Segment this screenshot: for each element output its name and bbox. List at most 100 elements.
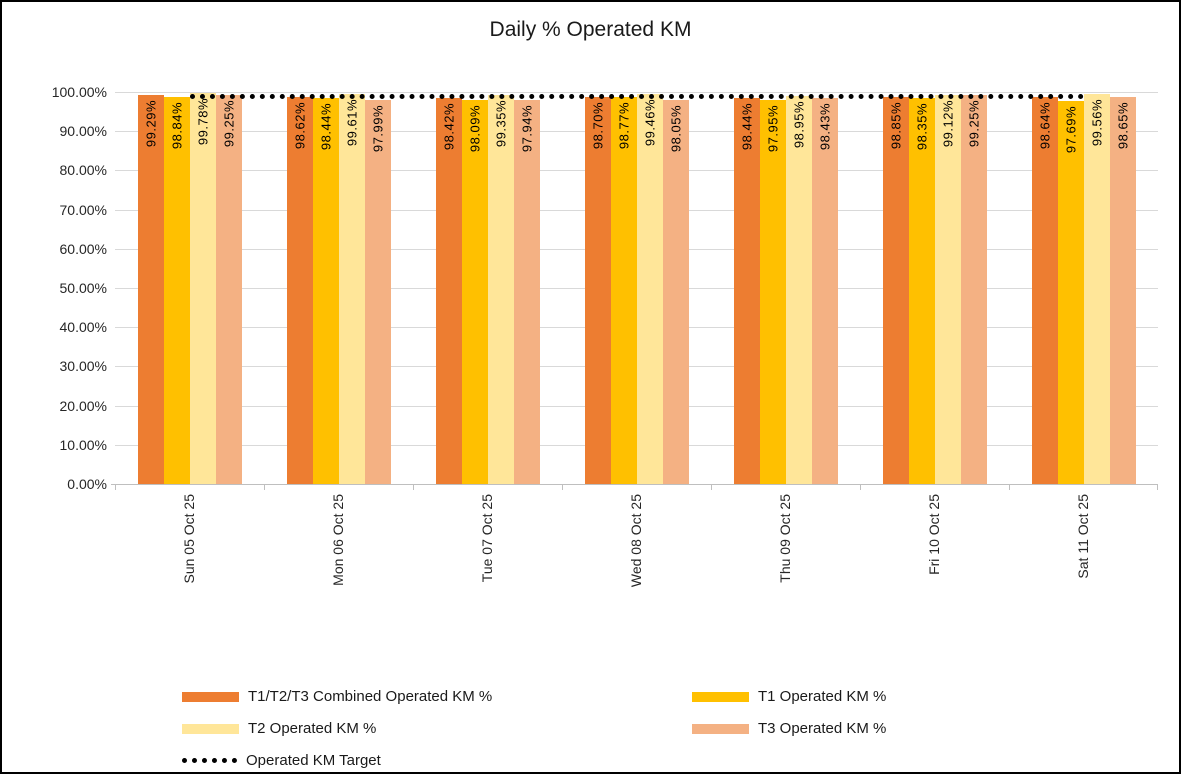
bar-data-label: 98.44% — [739, 103, 754, 151]
bar-data-label: 97.94% — [519, 105, 534, 153]
bar-data-label: 98.64% — [1037, 102, 1052, 150]
bar-cluster: 99.29% 98.84% 99.78% 99.25% — [115, 92, 264, 484]
legend-swatch — [692, 691, 749, 702]
y-axis-label: 80.00% — [59, 162, 107, 179]
legend-label: T3 Operated KM % — [758, 720, 887, 737]
bar-data-label: 97.95% — [765, 105, 780, 153]
bar-data-label: 99.61% — [344, 98, 359, 146]
bar-series-2: 98.09% — [461, 99, 488, 484]
bar-data-label: 99.25% — [221, 99, 236, 148]
bar-cluster: 98.62% 98.44% 99.61% 97.99% — [264, 92, 413, 484]
legend-item: T3 Operated KM % — [692, 720, 886, 737]
bar-data-label: 99.46% — [642, 99, 657, 147]
bar-series-3: 99.78% — [189, 92, 216, 484]
bar-data-label: 99.35% — [493, 99, 508, 147]
bar-series-4: 98.43% — [811, 98, 838, 484]
bar-data-label: 98.85% — [888, 101, 903, 149]
x-axis: Sun 05 Oct 25 Mon 06 Oct 25 Tue 07 Oct 25 W… — [115, 494, 1158, 634]
bar-cluster: 98.70% 98.77% 99.46% 98.05% — [562, 92, 711, 484]
bar-data-label: 98.62% — [292, 102, 307, 150]
bar-series-3: 99.56% — [1083, 93, 1110, 484]
x-axis-label: Sun 05 Oct 25 — [180, 494, 197, 584]
bar-data-label: 98.65% — [1115, 102, 1130, 150]
bar-series-2: 98.77% — [610, 96, 637, 484]
bar-data-label: 98.84% — [169, 101, 184, 149]
bar-series-1: 98.62% — [286, 97, 313, 484]
bar-series-2: 98.35% — [908, 98, 935, 484]
legend-swatch — [182, 723, 239, 734]
bar-data-label: 98.43% — [817, 103, 832, 151]
bar-data-label: 99.12% — [940, 100, 955, 148]
axis-tick — [1009, 485, 1010, 490]
bar-clusters: 99.29% 98.84% 99.78% 99.25% 98.62% 98.44% 99.6… — [115, 92, 1158, 484]
bar-series-3: 99.46% — [636, 94, 663, 484]
y-axis-label: 40.00% — [59, 319, 107, 336]
y-axis-label: 50.00% — [59, 280, 107, 296]
bar-data-label: 98.09% — [467, 104, 482, 152]
bar-cluster: 98.85% 98.35% 99.12% 99.25% — [860, 92, 1009, 484]
bar-series-3: 99.12% — [934, 95, 961, 484]
bar-cluster: 98.42% 98.09% 99.35% 97.94% — [413, 92, 562, 484]
y-axis-label: 60.00% — [59, 240, 107, 257]
bar-series-2: 98.84% — [163, 96, 190, 484]
plot-area: 99.29% 98.84% 99.78% 99.25% 98.62% 98.44% 99.6… — [111, 92, 1158, 490]
gridline — [115, 92, 1158, 93]
bar-series-4: 97.94% — [513, 100, 540, 484]
y-axis-label: 30.00% — [59, 358, 107, 375]
legend-label: Operated KM Target — [246, 752, 381, 769]
legend-label: T1/T2/T3 Combined Operated KM % — [248, 688, 493, 705]
y-axis-label: 20.00% — [59, 397, 107, 414]
bar-series-2: 97.69% — [1057, 101, 1084, 484]
bar-data-label: 99.56% — [1089, 98, 1104, 146]
axis-tick — [115, 485, 116, 490]
x-axis-label: Thu 09 Oct 25 — [776, 494, 793, 583]
axis-tick — [413, 485, 414, 490]
y-axis-label: 10.00% — [59, 436, 107, 453]
axis-tick — [562, 485, 563, 490]
bar-series-2: 97.95% — [759, 100, 786, 484]
target-line — [189, 93, 1084, 99]
y-axis: 100.00% 90.00% 80.00% 70.00% 60.00% 50.00% 40.… — [2, 84, 107, 492]
bar-data-label: 99.78% — [195, 97, 210, 145]
x-axis-line — [111, 484, 1158, 485]
x-axis-label: Fri 10 Oct 25 — [925, 494, 942, 575]
bar-series-4: 98.65% — [1109, 97, 1136, 484]
bar-series-4: 98.05% — [662, 99, 689, 484]
y-axis-label: 90.00% — [59, 123, 107, 140]
x-axis-label: Sat 11 Oct 25 — [1074, 494, 1091, 579]
legend-dotted-line-swatch — [182, 758, 237, 763]
legend-label: T2 Operated KM % — [248, 720, 377, 737]
x-axis-label: Mon 06 Oct 25 — [329, 494, 346, 586]
bar-data-label: 98.05% — [668, 104, 683, 152]
bar-series-1: 99.29% — [137, 94, 164, 484]
bar-series-1: 98.64% — [1031, 97, 1058, 484]
bar-cluster: 98.64% 97.69% 99.56% 98.65% — [1009, 92, 1158, 484]
bar-data-label: 98.44% — [318, 103, 333, 151]
bar-series-3: 99.61% — [338, 93, 365, 484]
bar-series-1: 98.85% — [882, 96, 909, 484]
legend-item: T1 Operated KM % — [692, 688, 886, 705]
bar-series-1: 98.70% — [584, 97, 611, 484]
bar-series-4: 99.25% — [960, 94, 987, 484]
bar-data-label: 98.77% — [616, 101, 631, 149]
bar-series-3: 98.95% — [785, 96, 812, 484]
legend-item: Operated KM Target — [182, 752, 381, 769]
axis-tick — [860, 485, 861, 490]
axis-tick — [711, 485, 712, 490]
bar-series-4: 97.99% — [364, 99, 391, 484]
bar-data-label: 99.29% — [143, 99, 158, 147]
bar-cluster: 98.44% 97.95% 98.95% 98.43% — [711, 92, 860, 484]
y-axis-label: 70.00% — [59, 201, 107, 218]
bar-data-label: 98.35% — [914, 103, 929, 151]
bar-series-1: 98.44% — [733, 98, 760, 484]
y-axis-label: 100.00% — [51, 84, 107, 100]
legend-item: T1/T2/T3 Combined Operated KM % — [182, 688, 492, 705]
bar-data-label: 98.95% — [791, 101, 806, 149]
axis-tick — [1157, 485, 1158, 490]
bar-data-label: 98.42% — [441, 103, 456, 151]
bar-series-1: 98.42% — [435, 98, 462, 484]
bar-series-4: 99.25% — [215, 94, 242, 484]
bar-data-label: 97.99% — [370, 104, 385, 152]
bar-data-label: 99.25% — [966, 99, 981, 148]
